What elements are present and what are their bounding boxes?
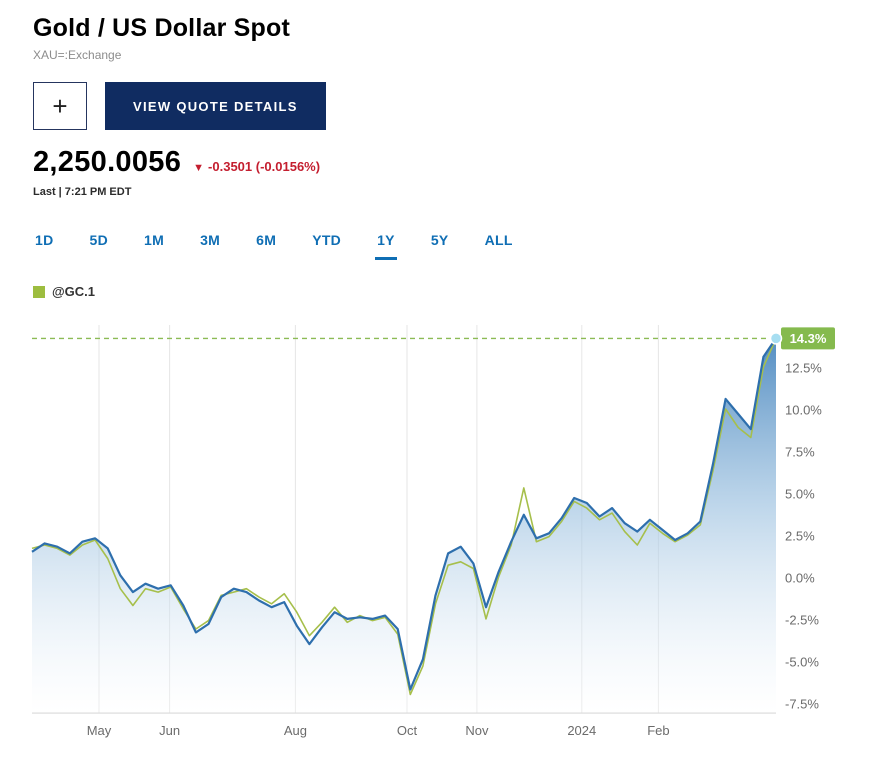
x-axis-label: Nov — [465, 723, 489, 738]
close-line-blue — [31, 337, 777, 691]
y-axis-label: 0.0% — [785, 571, 815, 586]
x-axis-label: May — [87, 723, 112, 738]
tab-ytd[interactable]: YTD — [310, 232, 343, 260]
tab-1d[interactable]: 1D — [33, 232, 56, 260]
last-timestamp: Last | 7:21 PM EDT — [33, 186, 132, 198]
page-title: Gold / US Dollar Spot — [33, 14, 290, 42]
y-axis-label: 2.5% — [785, 529, 815, 544]
plus-icon: + — [52, 91, 68, 121]
tab-6m[interactable]: 6M — [254, 232, 278, 260]
x-axis-label: Aug — [284, 723, 307, 738]
chart-legend: @GC.1 — [33, 284, 872, 299]
price-change: ▼ -0.3501 (-0.0156%) — [193, 159, 320, 174]
tab-5d[interactable]: 5D — [88, 232, 111, 260]
time-range-tabs: 1D 5D 1M 3M 6M YTD 1Y 5Y ALL — [33, 232, 872, 260]
y-axis-label: 5.0% — [785, 487, 815, 502]
y-axis-label: -5.0% — [785, 655, 819, 670]
tab-3m[interactable]: 3M — [198, 232, 222, 260]
tab-1y[interactable]: 1Y — [375, 232, 397, 260]
reference-badge-label: 14.3% — [790, 331, 827, 346]
change-value: -0.3501 (-0.0156%) — [208, 159, 321, 174]
add-to-watchlist-button[interactable]: + — [33, 82, 87, 130]
view-quote-details-button[interactable]: VIEW QUOTE DETAILS — [105, 82, 326, 130]
y-axis-label: -7.5% — [785, 697, 819, 712]
y-axis-label: 10.0% — [785, 403, 822, 418]
price-chart-svg[interactable]: May Jun Aug Oct Nov 2024 Feb 12.5% 10.0% 7.5% 5.0%… — [0, 311, 872, 751]
x-axis-label: Oct — [397, 723, 418, 738]
reference-badge — [781, 327, 835, 350]
legend-symbol: @GC.1 — [52, 284, 96, 299]
price-chart[interactable]: May Jun Aug Oct Nov 2024 Feb 12.5% 10.0% 7.5% 5.0%… — [0, 311, 872, 756]
tab-all[interactable]: ALL — [483, 232, 515, 260]
x-axis-label: 2024 — [567, 723, 596, 738]
symbol-exchange: XAU=:Exchange — [33, 48, 122, 62]
y-axis-label: 7.5% — [785, 445, 815, 460]
x-axis-label: Jun — [159, 723, 180, 738]
tab-1m[interactable]: 1M — [142, 232, 166, 260]
area-fill — [32, 338, 776, 713]
price-row: 2,250.0056 ▼ -0.3501 (-0.0156%) — [33, 146, 872, 179]
legend-swatch-icon — [33, 285, 45, 298]
y-axis-label: 12.5% — [785, 361, 822, 376]
down-triangle-icon: ▼ — [193, 162, 205, 174]
y-axis-label: -2.5% — [785, 613, 819, 628]
end-marker-dot — [769, 332, 783, 345]
x-axis-label: Feb — [647, 723, 669, 738]
last-price: 2,250.0056 — [33, 146, 182, 178]
tab-5y[interactable]: 5Y — [429, 232, 451, 260]
quote-header: Gold / US Dollar Spot XAU=:Exchange + VI… — [0, 0, 872, 299]
actions-row: + VIEW QUOTE DETAILS — [33, 82, 872, 130]
